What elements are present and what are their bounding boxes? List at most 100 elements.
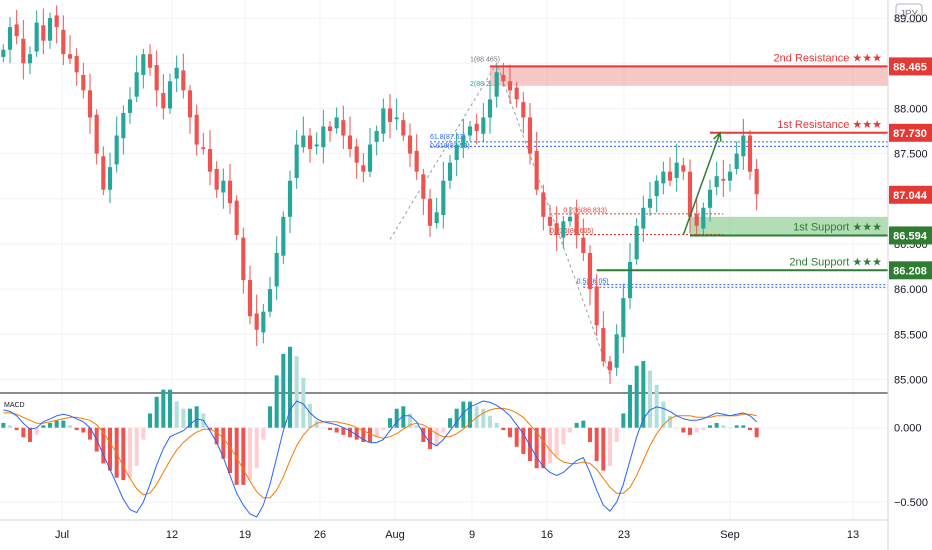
candle-body xyxy=(207,149,213,172)
candle-body xyxy=(441,180,446,216)
support-zone xyxy=(690,216,888,236)
candle-body xyxy=(241,237,246,281)
macd-histogram-bar xyxy=(641,361,646,428)
candle-body xyxy=(287,180,293,217)
macd-histogram-bar xyxy=(581,420,586,428)
time-tick-label: 12 xyxy=(166,529,178,541)
macd-histogram-bar xyxy=(548,427,552,464)
macd-histogram-bar xyxy=(574,422,579,428)
time-tick-label: Jul xyxy=(55,529,69,541)
macd-histogram-bar xyxy=(128,427,132,478)
candle-body xyxy=(707,189,713,208)
macd-histogram-bar xyxy=(468,401,472,428)
macd-histogram-bar xyxy=(708,425,712,428)
macd-histogram-bar xyxy=(294,356,299,428)
macd-histogram-bar xyxy=(608,427,612,466)
candle-body xyxy=(581,237,586,253)
macd-histogram-bar xyxy=(261,427,266,440)
macd-histogram-bar xyxy=(301,377,306,428)
candle-body xyxy=(281,216,286,256)
macd-histogram-bar xyxy=(601,427,606,471)
price-tag-bg xyxy=(889,261,932,280)
candle-body xyxy=(501,74,506,82)
price-tag: 88.465 xyxy=(889,57,932,76)
candle-body xyxy=(661,171,666,184)
candle-body xyxy=(434,212,439,224)
price-tick-label: 85.000 xyxy=(894,374,928,386)
candle-body xyxy=(361,165,366,172)
macd-histogram-bar xyxy=(388,418,392,428)
candle-body xyxy=(221,180,226,193)
candle-body xyxy=(141,54,146,75)
candle-body xyxy=(401,120,406,136)
macd-histogram-bar xyxy=(381,427,386,431)
macd-histogram-bar xyxy=(334,427,339,433)
macd-histogram-bar xyxy=(488,415,492,428)
price-tag-bg xyxy=(889,57,932,76)
macd-histogram-bar xyxy=(614,427,619,443)
candle-body xyxy=(514,87,519,100)
candle-body xyxy=(387,108,393,122)
macd-histogram-bar xyxy=(441,427,446,433)
resistance-zone xyxy=(490,66,888,86)
macd-histogram-bar xyxy=(434,427,439,447)
fib-zigzag xyxy=(389,62,611,376)
candle-body xyxy=(254,313,259,330)
macd-histogram-bar xyxy=(194,406,199,428)
macd-histogram-bar xyxy=(561,427,566,445)
macd-histogram-bar xyxy=(268,406,272,428)
candle-body xyxy=(14,24,19,37)
currency-box[interactable] xyxy=(895,3,923,23)
price-tag-text: 87.044 xyxy=(893,190,928,202)
candle-body xyxy=(481,117,486,134)
fib-label: 2(88.2…) xyxy=(470,81,499,88)
macd-histogram-bar xyxy=(401,406,406,428)
price-tag-bg xyxy=(889,226,932,245)
candle-body xyxy=(7,27,13,50)
candle-body xyxy=(714,176,719,188)
macd-histogram-bar xyxy=(101,427,106,464)
candle-body xyxy=(341,120,346,136)
macd-pane xyxy=(1,346,759,518)
price-tag-text: 88.465 xyxy=(893,61,927,73)
candle-body xyxy=(181,70,186,91)
time-tick-label: Sep xyxy=(720,529,740,541)
fib-label: 0.236(86.605) xyxy=(550,228,594,235)
macd-histogram-bar xyxy=(374,427,379,438)
candle-body xyxy=(674,162,679,178)
macd-histogram-bar xyxy=(74,427,79,431)
macd-tick-label: −0.500 xyxy=(894,497,928,509)
candle-body xyxy=(54,15,59,28)
macd-histogram-bar xyxy=(188,408,192,428)
candle-body xyxy=(274,252,279,287)
macd-histogram-bar xyxy=(621,413,626,428)
price-tick-label: 87.500 xyxy=(894,149,928,161)
candle-body xyxy=(561,221,566,238)
candle-body xyxy=(194,114,199,145)
candle-body xyxy=(127,99,133,113)
level-label: 2nd Support ★★★ xyxy=(789,256,882,268)
zone-layer xyxy=(490,66,888,236)
macd-histogram-bar xyxy=(554,427,559,457)
macd-histogram-bar xyxy=(254,427,259,469)
candle-body xyxy=(334,117,339,129)
macd-histogram-bar xyxy=(721,425,726,428)
price-tag-text: 86.208 xyxy=(893,265,927,277)
level-label: 2nd Resistance ★★★ xyxy=(774,52,883,64)
candle-body xyxy=(421,174,426,199)
candle-body xyxy=(394,117,399,120)
macd-histogram-bar xyxy=(674,427,679,429)
candle-body xyxy=(621,298,626,337)
candle-body xyxy=(634,225,639,260)
macd-histogram-bar xyxy=(728,427,732,429)
candle-body xyxy=(201,147,206,150)
macd-histogram-bar xyxy=(221,427,226,459)
candle-body xyxy=(234,200,239,235)
macd-histogram-bar xyxy=(41,425,46,428)
candle-body xyxy=(354,146,359,163)
fib-label: 1(88.465) xyxy=(470,56,500,63)
candle-body xyxy=(121,112,126,139)
candle-body xyxy=(367,144,373,172)
candle-body xyxy=(27,54,33,64)
